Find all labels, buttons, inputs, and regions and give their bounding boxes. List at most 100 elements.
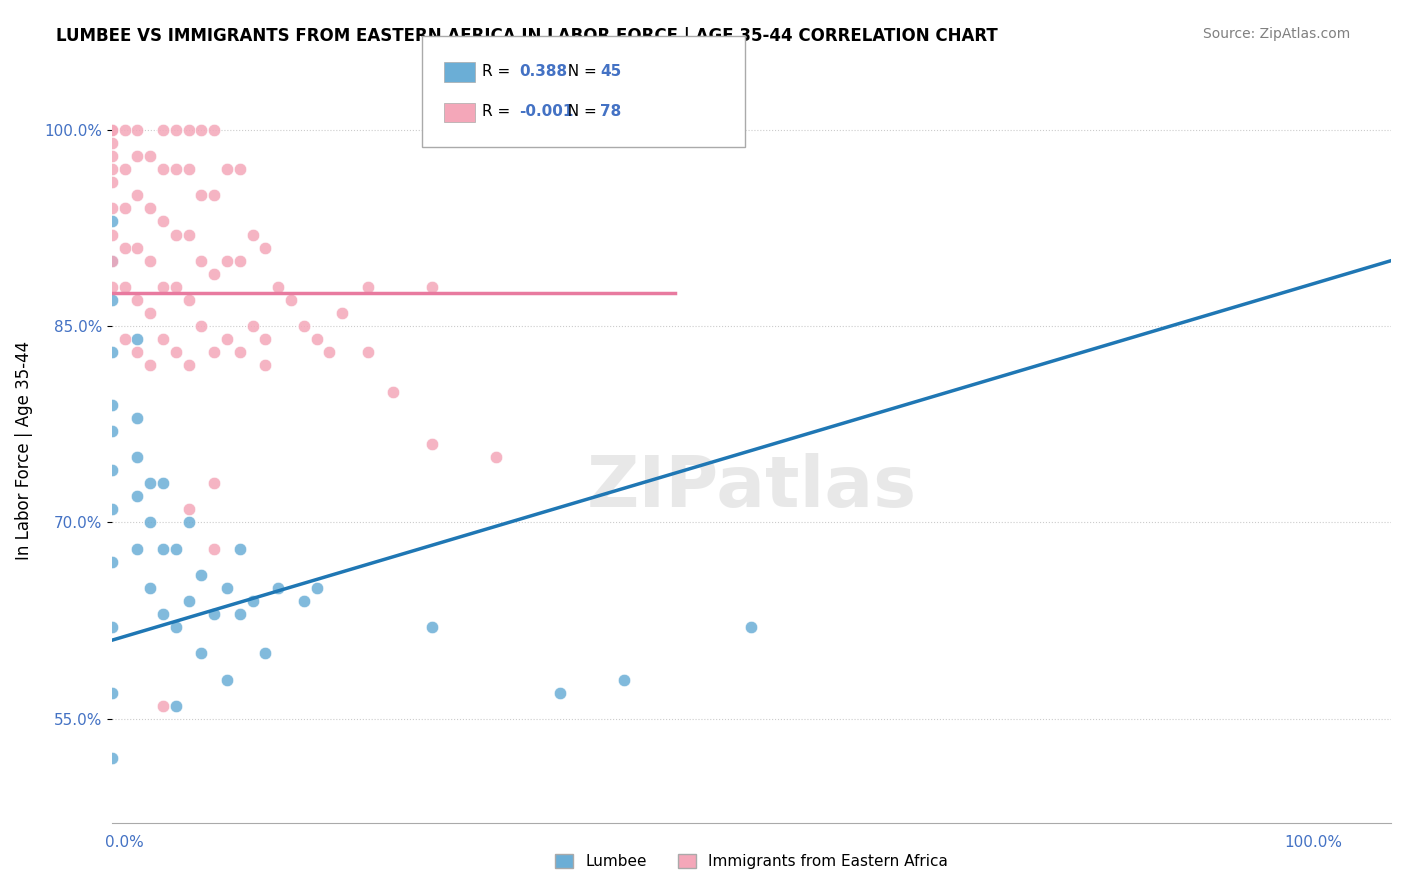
Point: [420, 620, 443, 634]
Point: [127, 541, 149, 556]
Point: [127, 149, 149, 163]
Point: [202, 345, 225, 359]
Point: [127, 450, 149, 464]
Point: [101, 202, 124, 216]
Point: [280, 293, 302, 307]
Point: [190, 123, 212, 137]
Point: [127, 489, 149, 503]
Point: [165, 280, 187, 294]
Text: 78: 78: [600, 104, 621, 119]
Point: [139, 149, 162, 163]
Point: [139, 253, 162, 268]
Text: LUMBEE VS IMMIGRANTS FROM EASTERN AFRICA IN LABOR FORCE | AGE 35-44 CORRELATION : LUMBEE VS IMMIGRANTS FROM EASTERN AFRICA…: [56, 27, 998, 45]
Point: [101, 227, 124, 242]
Point: [254, 332, 277, 346]
Point: [242, 227, 264, 242]
Point: [190, 188, 212, 202]
Point: [612, 673, 634, 687]
Point: [127, 345, 149, 359]
Point: [165, 227, 187, 242]
Point: [152, 162, 174, 177]
Point: [101, 620, 124, 634]
Y-axis label: In Labor Force | Age 35-44: In Labor Force | Age 35-44: [15, 341, 32, 560]
Point: [101, 253, 124, 268]
Point: [229, 162, 252, 177]
Point: [139, 359, 162, 373]
Point: [114, 241, 136, 255]
Text: -0.001: -0.001: [519, 104, 574, 119]
Point: [165, 123, 187, 137]
Point: [101, 293, 124, 307]
Point: [254, 359, 277, 373]
Text: N =: N =: [558, 64, 602, 78]
Point: [152, 476, 174, 491]
Point: [139, 202, 162, 216]
Point: [305, 332, 328, 346]
Point: [101, 502, 124, 516]
Point: [165, 162, 187, 177]
Point: [229, 541, 252, 556]
Point: [165, 620, 187, 634]
Point: [101, 751, 124, 765]
Point: [101, 685, 124, 699]
Point: [356, 280, 378, 294]
Point: [215, 332, 238, 346]
Point: [139, 516, 162, 530]
Point: [202, 188, 225, 202]
Point: [254, 646, 277, 660]
Point: [101, 253, 124, 268]
Point: [202, 541, 225, 556]
Text: N =: N =: [558, 104, 602, 119]
Point: [229, 345, 252, 359]
Point: [215, 162, 238, 177]
Point: [101, 398, 124, 412]
Point: [101, 123, 124, 137]
Point: [127, 332, 149, 346]
Point: [318, 345, 340, 359]
Point: [101, 555, 124, 569]
Point: [548, 685, 571, 699]
Text: R =: R =: [482, 104, 516, 119]
Text: 45: 45: [600, 64, 621, 78]
Point: [740, 620, 762, 634]
Point: [242, 594, 264, 608]
Point: [330, 306, 353, 320]
Point: [356, 345, 378, 359]
Point: [152, 332, 174, 346]
Point: [267, 581, 290, 595]
Point: [177, 502, 200, 516]
Point: [127, 241, 149, 255]
Point: [101, 162, 124, 177]
Point: [177, 594, 200, 608]
Point: [305, 581, 328, 595]
Point: [254, 843, 277, 857]
Point: [101, 136, 124, 150]
Point: [202, 476, 225, 491]
Point: [177, 359, 200, 373]
Point: [292, 594, 315, 608]
Point: [152, 698, 174, 713]
Point: [152, 541, 174, 556]
Point: [382, 384, 405, 399]
Point: [177, 227, 200, 242]
Point: [177, 516, 200, 530]
Point: [215, 581, 238, 595]
Point: [165, 345, 187, 359]
Point: [139, 581, 162, 595]
Point: [127, 188, 149, 202]
Legend: Lumbee, Immigrants from Eastern Africa: Lumbee, Immigrants from Eastern Africa: [548, 848, 955, 876]
Point: [101, 424, 124, 438]
Text: R =: R =: [482, 64, 516, 78]
Point: [101, 123, 124, 137]
Point: [202, 267, 225, 281]
Point: [229, 607, 252, 621]
Point: [101, 149, 124, 163]
Point: [202, 123, 225, 137]
Point: [215, 673, 238, 687]
Point: [484, 450, 506, 464]
Text: 100.0%: 100.0%: [1285, 836, 1343, 850]
Text: 0.388: 0.388: [519, 64, 567, 78]
Point: [114, 202, 136, 216]
Point: [127, 293, 149, 307]
Point: [190, 253, 212, 268]
